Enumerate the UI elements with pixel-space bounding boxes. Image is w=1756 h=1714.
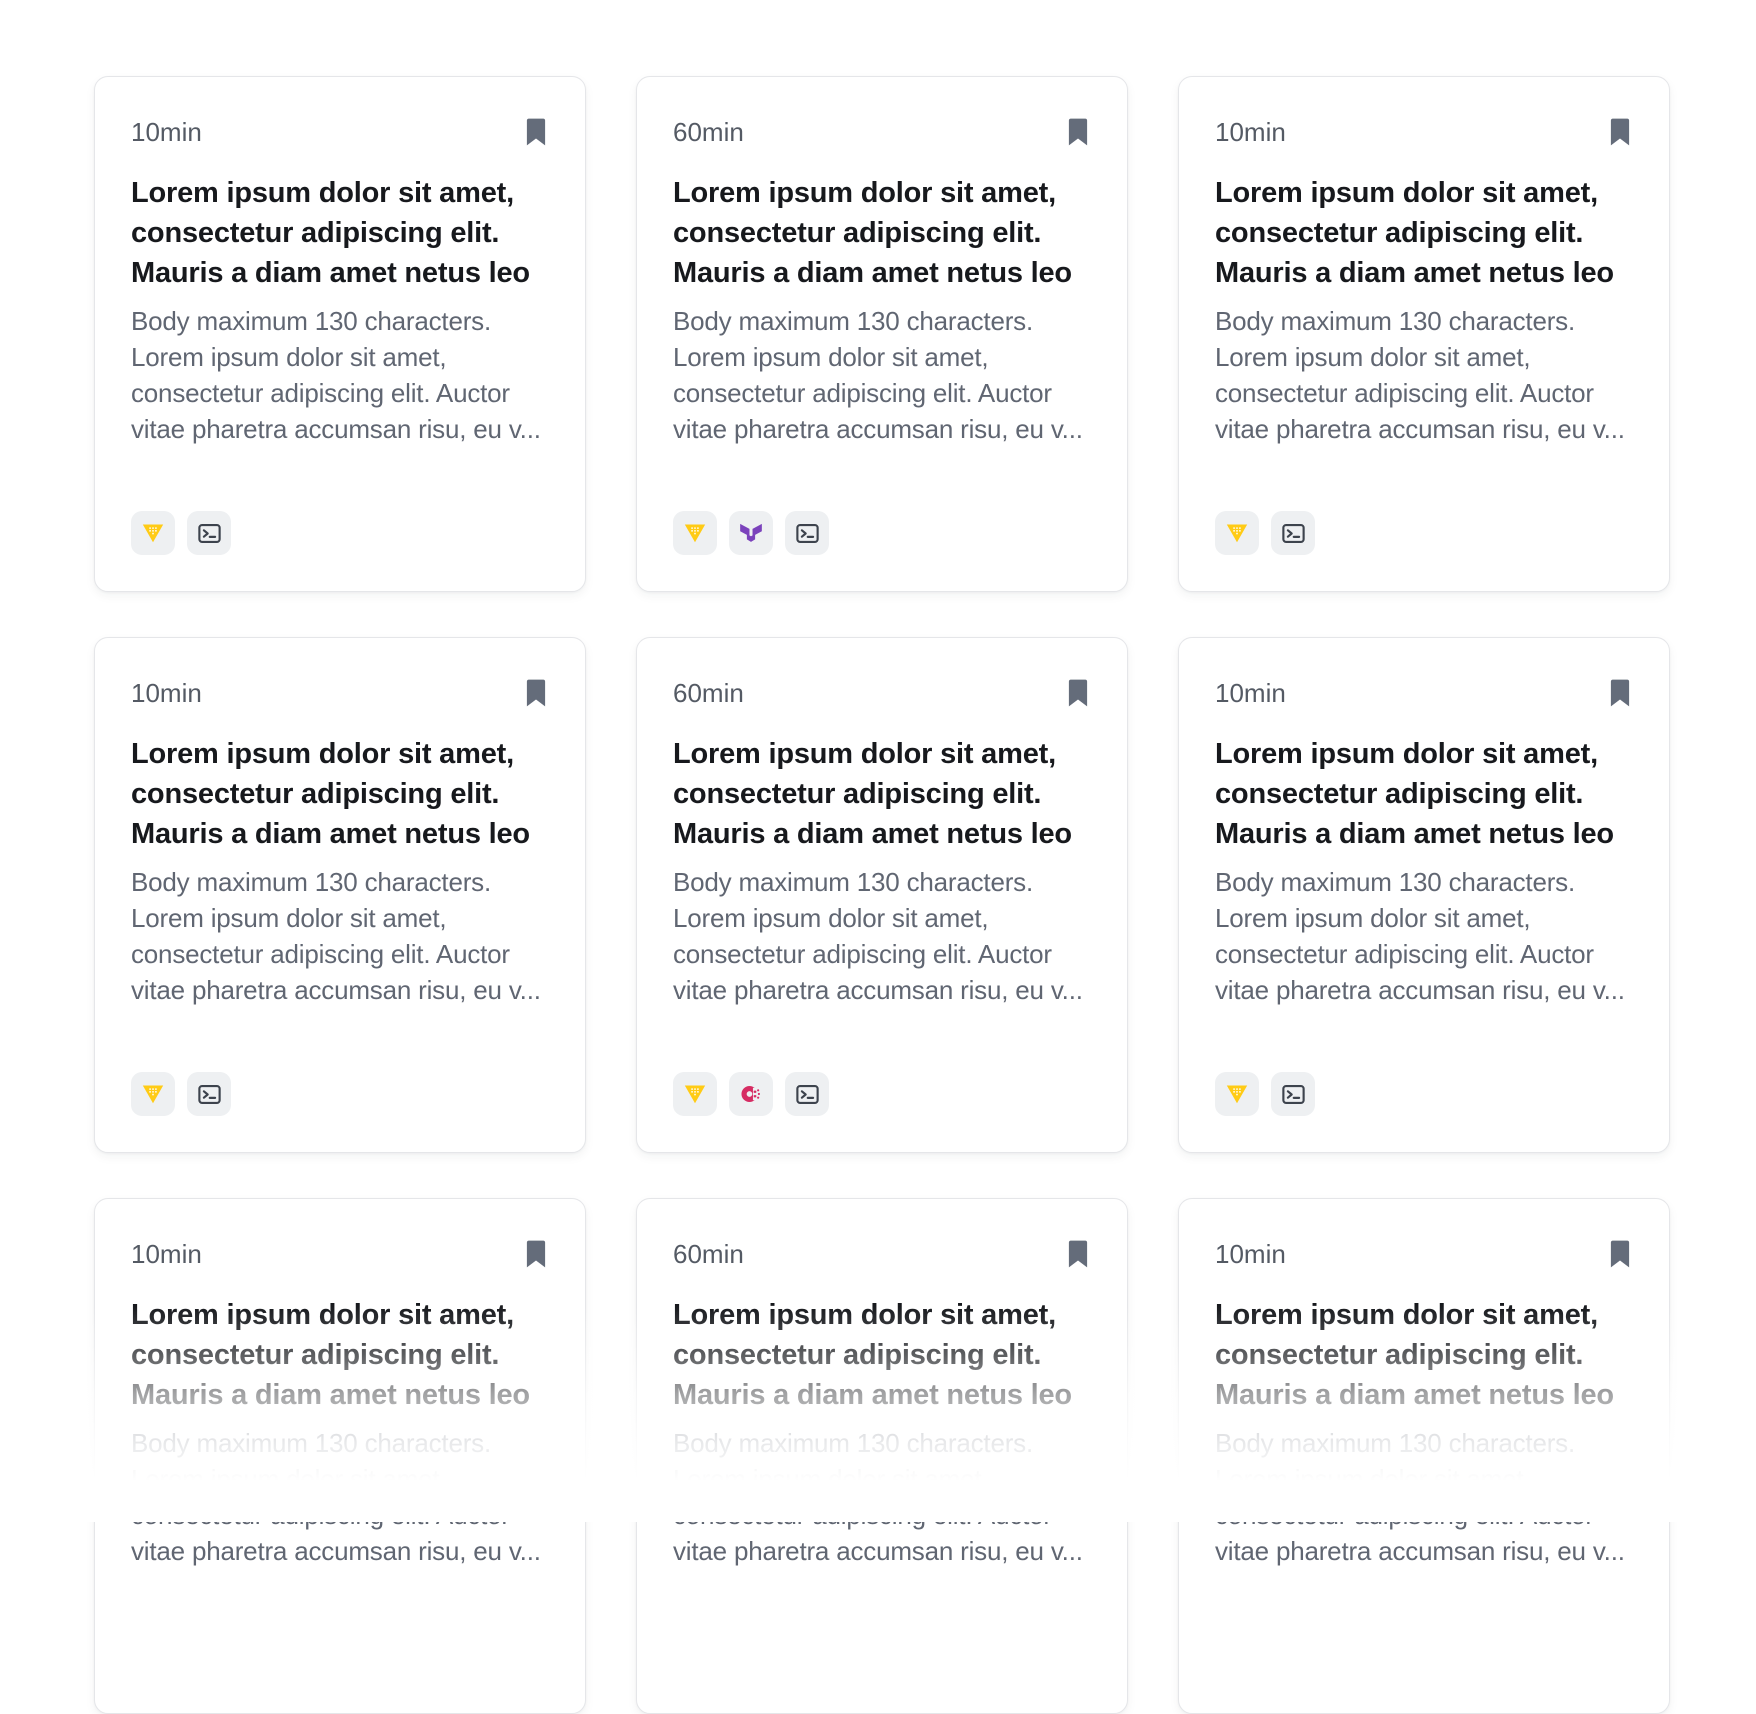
bookmark-icon: [1610, 1240, 1630, 1268]
terminal-badge: [187, 511, 231, 555]
instruqt-badge: [131, 1072, 175, 1116]
card-header: 10min: [1215, 1239, 1633, 1269]
bookmark-button[interactable]: [1607, 678, 1633, 708]
instruqt-badge: [673, 1072, 717, 1116]
track-card[interactable]: 60min Lorem ipsum dolor sit amet, consec…: [636, 1198, 1128, 1714]
card-body: Body maximum 130 characters. Lorem ipsum…: [1215, 306, 1625, 444]
bookmark-icon: [526, 118, 546, 146]
instruqt-icon: [684, 1085, 706, 1104]
bookmark-button[interactable]: [523, 117, 549, 147]
card-body: Body maximum 130 characters. Lorem ipsum…: [1215, 1428, 1625, 1566]
card-title: Lorem ipsum dolor sit amet, consectetur …: [131, 177, 530, 289]
card-header: 10min: [131, 678, 549, 708]
bookmark-icon: [1610, 118, 1630, 146]
card-body: Body maximum 130 characters. Lorem ipsum…: [673, 867, 1083, 1005]
card-body: Body maximum 130 characters. Lorem ipsum…: [131, 867, 541, 1005]
tech-icon-row: [1215, 511, 1633, 555]
terminal-badge: [1271, 511, 1315, 555]
instruqt-badge: [1215, 511, 1259, 555]
terminal-icon: [197, 523, 221, 543]
track-card[interactable]: 60min Lorem ipsum dolor sit amet, consec…: [636, 76, 1128, 592]
card-header: 60min: [673, 678, 1091, 708]
terminal-icon: [795, 523, 819, 543]
track-card[interactable]: 10min Lorem ipsum dolor sit amet, consec…: [1178, 637, 1670, 1153]
track-card[interactable]: 10min Lorem ipsum dolor sit amet, consec…: [94, 76, 586, 592]
instruqt-icon: [684, 524, 706, 543]
terminal-icon: [1281, 523, 1305, 543]
instruqt-badge: [1215, 1072, 1259, 1116]
bookmark-button[interactable]: [1065, 678, 1091, 708]
terraform-badge: [729, 511, 773, 555]
card-body: Body maximum 130 characters. Lorem ipsum…: [673, 306, 1083, 444]
instruqt-icon: [1226, 524, 1248, 543]
card-title: Lorem ipsum dolor sit amet, consectetur …: [131, 1299, 530, 1411]
track-card[interactable]: 60min Lorem ipsum dolor sit amet, consec…: [636, 637, 1128, 1153]
bookmark-icon: [526, 679, 546, 707]
duration-label: 10min: [1215, 678, 1286, 708]
duration-label: 60min: [673, 117, 744, 147]
duration-label: 10min: [131, 1239, 202, 1269]
card-title: Lorem ipsum dolor sit amet, consectetur …: [1215, 1299, 1614, 1411]
consul-icon: [741, 1085, 761, 1103]
tech-icon-row: [673, 511, 1091, 555]
instruqt-badge: [673, 511, 717, 555]
bookmark-button[interactable]: [523, 678, 549, 708]
instruqt-icon: [142, 524, 164, 543]
terminal-badge: [1271, 1072, 1315, 1116]
tech-icon-row: [131, 511, 549, 555]
tech-icon-row: [1215, 1072, 1633, 1116]
card-header: 10min: [131, 117, 549, 147]
duration-label: 60min: [673, 1239, 744, 1269]
bookmark-button[interactable]: [1607, 117, 1633, 147]
bookmark-button[interactable]: [1065, 1239, 1091, 1269]
bookmark-icon: [1068, 1240, 1088, 1268]
card-body: Body maximum 130 characters. Lorem ipsum…: [131, 306, 541, 444]
duration-label: 10min: [131, 117, 202, 147]
card-title: Lorem ipsum dolor sit amet, consectetur …: [673, 1299, 1072, 1411]
track-card[interactable]: 10min Lorem ipsum dolor sit amet, consec…: [1178, 1198, 1670, 1714]
bookmark-icon: [1610, 679, 1630, 707]
card-header: 60min: [673, 117, 1091, 147]
tech-icon-row: [673, 1072, 1091, 1116]
duration-label: 60min: [673, 678, 744, 708]
instruqt-icon: [1226, 1085, 1248, 1104]
bookmark-button[interactable]: [523, 1239, 549, 1269]
terraform-icon: [740, 523, 762, 542]
card-body: Body maximum 130 characters. Lorem ipsum…: [1215, 867, 1625, 1005]
bookmark-icon: [1068, 118, 1088, 146]
card-title: Lorem ipsum dolor sit amet, consectetur …: [131, 738, 530, 850]
consul-badge: [729, 1072, 773, 1116]
card-header: 10min: [1215, 678, 1633, 708]
duration-label: 10min: [131, 678, 202, 708]
bookmark-button[interactable]: [1607, 1239, 1633, 1269]
terminal-badge: [187, 1072, 231, 1116]
track-card[interactable]: 10min Lorem ipsum dolor sit amet, consec…: [94, 1198, 586, 1714]
card-title: Lorem ipsum dolor sit amet, consectetur …: [1215, 177, 1614, 289]
bookmark-icon: [1068, 679, 1088, 707]
terminal-icon: [1281, 1084, 1305, 1104]
terminal-icon: [795, 1084, 819, 1104]
track-card[interactable]: 10min Lorem ipsum dolor sit amet, consec…: [94, 637, 586, 1153]
card-title: Lorem ipsum dolor sit amet, consectetur …: [1215, 738, 1614, 850]
bookmark-icon: [526, 1240, 546, 1268]
terminal-badge: [785, 1072, 829, 1116]
instruqt-icon: [142, 1085, 164, 1104]
tech-icon-row: [131, 1072, 549, 1116]
terminal-icon: [197, 1084, 221, 1104]
card-title: Lorem ipsum dolor sit amet, consectetur …: [673, 177, 1072, 289]
track-card[interactable]: 10min Lorem ipsum dolor sit amet, consec…: [1178, 76, 1670, 592]
card-body: Body maximum 130 characters. Lorem ipsum…: [131, 1428, 541, 1566]
card-header: 10min: [131, 1239, 549, 1269]
card-title: Lorem ipsum dolor sit amet, consectetur …: [673, 738, 1072, 850]
bookmark-button[interactable]: [1065, 117, 1091, 147]
card-header: 10min: [1215, 117, 1633, 147]
terminal-badge: [785, 511, 829, 555]
duration-label: 10min: [1215, 1239, 1286, 1269]
instruqt-badge: [131, 511, 175, 555]
duration-label: 10min: [1215, 117, 1286, 147]
track-card-grid: 10min Lorem ipsum dolor sit amet, consec…: [94, 76, 1670, 1714]
card-header: 60min: [673, 1239, 1091, 1269]
card-body: Body maximum 130 characters. Lorem ipsum…: [673, 1428, 1083, 1566]
